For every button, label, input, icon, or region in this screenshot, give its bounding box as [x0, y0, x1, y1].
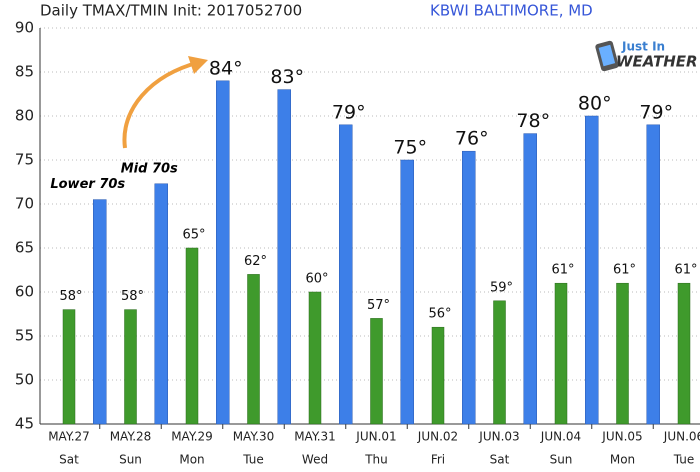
x-weekday-label: Mon	[610, 453, 635, 467]
x-tick-label: MAY.28	[110, 430, 152, 444]
x-weekday-label: Sat	[490, 453, 510, 467]
x-tick-label: JUN.06	[663, 430, 700, 444]
data-label: 61°	[613, 263, 636, 278]
x-tick-label: JUN.01	[355, 430, 396, 444]
data-label: 76°	[455, 128, 489, 150]
x-tick-label: JUN.02	[417, 430, 458, 444]
x-tick-label: JUN.04	[540, 430, 581, 444]
y-tick-label: 70	[15, 195, 34, 213]
data-label: 58°	[121, 289, 144, 304]
data-label: 61°	[551, 263, 574, 278]
bar	[431, 326, 445, 425]
x-weekday-label: Thu	[364, 453, 388, 467]
bar	[339, 124, 353, 425]
y-tick-label: 55	[15, 327, 34, 345]
bar	[62, 309, 76, 425]
x-tick-label: MAY.30	[233, 430, 275, 444]
data-label: 80°	[578, 93, 612, 115]
logo-text: Just In	[621, 40, 665, 54]
x-weekday-label: Sun	[550, 453, 573, 467]
x-weekday-label: Wed	[302, 453, 328, 467]
chart-title: Daily TMAX/TMIN Init: 2017052700	[40, 2, 302, 20]
x-weekday-label: Sat	[59, 453, 79, 467]
y-tick-label: 45	[15, 415, 34, 433]
x-weekday-label: Tue	[242, 453, 264, 467]
data-label: 57°	[367, 298, 390, 313]
x-weekday-label: Sun	[119, 453, 142, 467]
data-label: 62°	[244, 254, 267, 269]
bar	[308, 291, 322, 425]
annotation: Mid 70s	[121, 161, 178, 176]
bar	[523, 133, 537, 425]
x-tick-label: MAY.29	[171, 430, 213, 444]
y-tick-label: 80	[15, 107, 34, 125]
y-tick-label: 90	[15, 19, 34, 37]
bar	[646, 124, 660, 425]
data-label: 58°	[59, 289, 82, 304]
arrow-head	[188, 56, 208, 74]
bar	[462, 150, 476, 425]
bar	[554, 282, 568, 425]
bar	[154, 183, 168, 425]
bar	[616, 282, 629, 425]
arrow	[122, 60, 201, 149]
y-tick-label: 85	[15, 63, 34, 81]
x-weekday-label: Fri	[431, 453, 445, 467]
logo: Just In WEATHER	[595, 40, 698, 72]
data-label: 61°	[674, 263, 697, 278]
x-weekday-label: Mon	[179, 453, 204, 467]
bar	[93, 199, 107, 425]
logo-screen	[598, 44, 616, 67]
bar	[585, 115, 599, 425]
bar	[493, 300, 506, 425]
bar	[677, 282, 691, 425]
data-label: 79°	[332, 101, 366, 123]
annotation: Lower 70s	[50, 177, 125, 192]
data-label: 79°	[639, 101, 673, 123]
y-tick-label: 75	[15, 151, 34, 169]
bar	[277, 89, 291, 425]
data-label: 78°	[516, 110, 550, 132]
data-label: 56°	[428, 307, 451, 322]
bar	[247, 274, 260, 425]
data-label: 83°	[270, 66, 304, 88]
bar	[400, 159, 414, 425]
data-label: 60°	[305, 272, 328, 287]
data-label: 75°	[393, 137, 427, 159]
bar	[216, 80, 230, 425]
y-tick-label: 60	[15, 283, 34, 301]
data-label: 84°	[209, 57, 243, 79]
data-label: 59°	[490, 280, 513, 295]
bar	[124, 309, 137, 425]
chart-subtitle: KBWI BALTIMORE, MD	[430, 2, 593, 20]
data-label: 65°	[182, 228, 205, 243]
logo-text: WEATHER	[616, 53, 698, 71]
x-tick-label: JUN.03	[478, 430, 519, 444]
y-tick-label: 50	[15, 371, 34, 389]
x-tick-label: JUN.05	[601, 430, 642, 444]
x-tick-label: MAY.27	[48, 430, 90, 444]
x-weekday-label: Tue	[673, 453, 695, 467]
x-tick-label: MAY.31	[294, 430, 336, 444]
y-tick-label: 65	[15, 239, 34, 257]
bar	[370, 318, 383, 425]
bar	[185, 247, 199, 425]
